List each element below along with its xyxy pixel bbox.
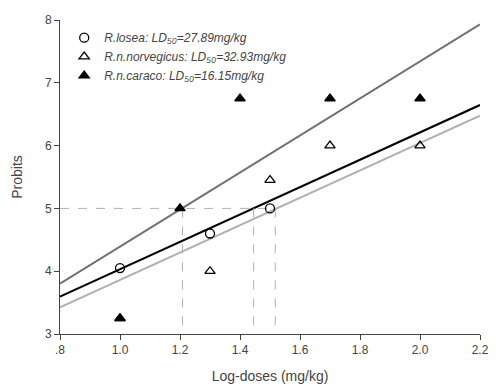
svg-text:2.0: 2.0	[412, 343, 429, 357]
svg-text:5: 5	[45, 202, 52, 216]
svg-text:3: 3	[45, 327, 52, 341]
svg-text:1.4: 1.4	[232, 343, 249, 357]
svg-text:R.n.caraco: LD₅₀=16.15mg/kg: R.n.caraco: LD₅₀=16.15mg/kg	[104, 69, 264, 83]
svg-text:R.n.norvegicus: LD₅₀=32.93mg/k: R.n.norvegicus: LD₅₀=32.93mg/kg	[104, 50, 286, 64]
svg-text:R.losea: LD₅₀=27.89mg/kg: R.losea: LD₅₀=27.89mg/kg	[104, 31, 247, 45]
svg-text:6: 6	[45, 139, 52, 153]
svg-text:2.2: 2.2	[472, 343, 489, 357]
svg-text:8: 8	[45, 13, 52, 27]
svg-text:1.8: 1.8	[352, 343, 369, 357]
svg-text:7: 7	[45, 76, 52, 90]
svg-text:1.2: 1.2	[172, 343, 189, 357]
svg-text:Log-doses (mg/kg): Log-doses (mg/kg)	[212, 368, 329, 384]
svg-text:Probits: Probits	[9, 155, 25, 199]
svg-text:1.6: 1.6	[292, 343, 309, 357]
svg-text:1.0: 1.0	[112, 343, 129, 357]
svg-text:4: 4	[45, 264, 52, 278]
svg-text:.8: .8	[55, 343, 65, 357]
